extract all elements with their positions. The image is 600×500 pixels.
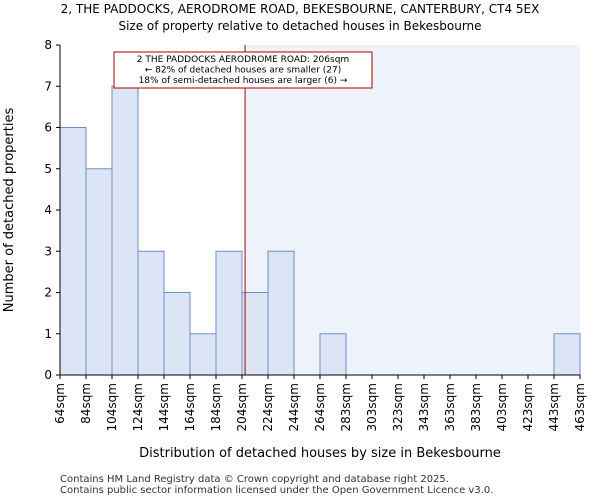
x-tick-label: 403sqm xyxy=(495,383,509,431)
x-tick-label: 164sqm xyxy=(183,383,197,431)
bar-184sqm xyxy=(215,250,243,376)
y-axis-title: Number of detached properties xyxy=(2,108,17,313)
annotation-line-2: ← 82% of detached houses are smaller (27… xyxy=(145,66,342,76)
x-tick-label: 343sqm xyxy=(417,383,431,431)
annotation-box xyxy=(113,51,373,89)
footer-copyright: Contains HM Land Registry data © Crown c… xyxy=(60,474,449,485)
x-tick-label: 244sqm xyxy=(287,383,301,431)
bar-104sqm xyxy=(111,85,139,376)
y-tick-label: 7 xyxy=(44,79,52,93)
x-tick-label: 323sqm xyxy=(391,383,405,431)
x-tick-label: 64sqm xyxy=(53,383,67,424)
bar-264sqm xyxy=(319,333,347,376)
y-tick-label: 4 xyxy=(44,203,52,217)
bar-84sqm xyxy=(85,168,113,376)
bar-164sqm xyxy=(189,333,217,376)
chart-title: 2, THE PADDOCKS, AERODROME ROAD, BEKESBO… xyxy=(60,2,540,16)
x-tick-label: 283sqm xyxy=(339,383,353,431)
bar-144sqm xyxy=(163,292,191,376)
y-tick-label: 1 xyxy=(44,327,52,341)
y-tick-label: 6 xyxy=(44,121,52,135)
y-tick-label: 0 xyxy=(44,368,52,382)
chart-subtitle: Size of property relative to detached ho… xyxy=(118,19,482,33)
property-annotation: 2 THE PADDOCKS AERODROME ROAD: 206sqm ← … xyxy=(113,51,373,89)
x-tick-label: 124sqm xyxy=(131,383,145,431)
x-tick-label: 463sqm xyxy=(573,383,587,431)
annotation-line-1: 2 THE PADDOCKS AERODROME ROAD: 206sqm xyxy=(137,55,349,65)
footer-licence: Contains public sector information licen… xyxy=(60,485,494,496)
x-tick-label: 383sqm xyxy=(469,383,483,431)
footer: Contains HM Land Registry data © Crown c… xyxy=(60,474,493,496)
x-tick-label: 363sqm xyxy=(443,383,457,431)
y-tick-label: 3 xyxy=(44,244,52,258)
bar-224sqm xyxy=(267,250,295,376)
x-tick-label: 423sqm xyxy=(521,383,535,431)
x-tick-label: 84sqm xyxy=(79,383,93,424)
y-tick-label: 5 xyxy=(44,162,52,176)
y-tick-label: 8 xyxy=(44,38,52,52)
x-axis-title: Distribution of detached houses by size … xyxy=(139,446,501,461)
axes-layer: 0 1 2 3 4 5 6 7 8 64sqm 84sqm 104sqm 124sqm 144sqm 164… xyxy=(44,38,587,431)
x-tick-label: 144sqm xyxy=(157,383,171,431)
annotation-line-3: 18% of semi-detached houses are larger (… xyxy=(139,76,348,86)
x-tick-label: 104sqm xyxy=(105,383,119,431)
x-tick-label: 443sqm xyxy=(547,383,561,431)
x-tick-label: 184sqm xyxy=(209,383,223,431)
x-tick-label: 204sqm xyxy=(235,383,249,431)
bar-443sqm xyxy=(553,333,581,376)
bar-204sqm xyxy=(241,292,269,376)
x-tick-label: 224sqm xyxy=(261,383,275,431)
x-tick-label: 303sqm xyxy=(365,383,379,431)
x-tick-label: 264sqm xyxy=(313,383,327,431)
bar-64sqm xyxy=(59,127,87,376)
y-tick-label: 2 xyxy=(44,286,52,300)
larger-than-property-region xyxy=(245,45,580,375)
bars-layer xyxy=(59,85,581,376)
bar-124sqm xyxy=(137,250,165,376)
